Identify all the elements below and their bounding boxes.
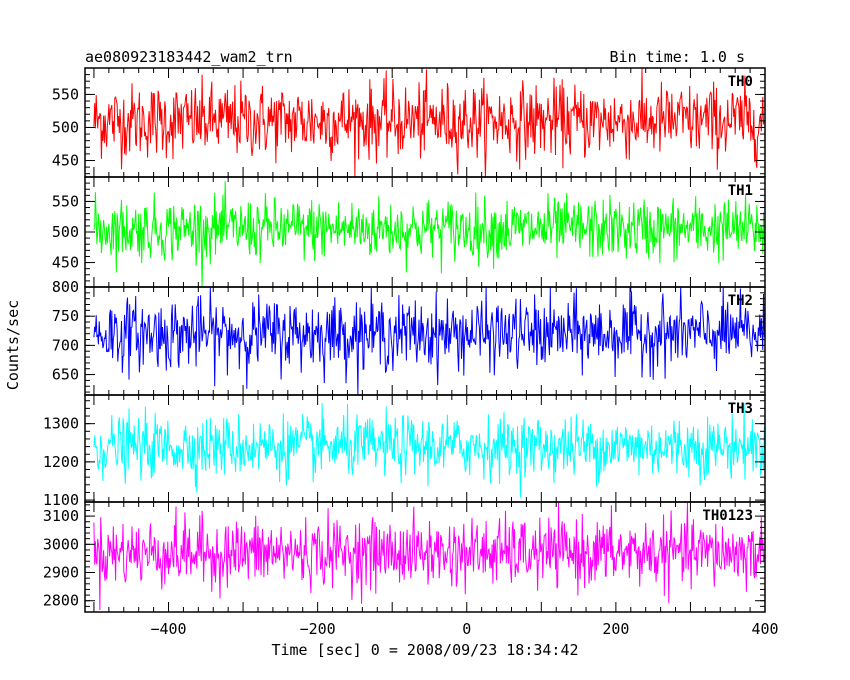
y-tick-label: 3100 bbox=[43, 507, 79, 525]
y-tick-label: 2800 bbox=[43, 592, 79, 610]
chart-title: ae080923183442_wam2_trn bbox=[85, 48, 293, 66]
panel-th0: 450 500 550 TH0 bbox=[52, 67, 766, 178]
panel-label-th3: TH3 bbox=[728, 401, 753, 417]
y-tick-label: 450 bbox=[52, 151, 79, 169]
y-tick-label: 500 bbox=[52, 223, 79, 241]
y-tick-label: 1200 bbox=[43, 453, 79, 471]
y-tick-label: 450 bbox=[52, 254, 79, 272]
y-tick-label: 500 bbox=[52, 118, 79, 136]
series-th2 bbox=[93, 287, 765, 395]
x-tick-label: 0 bbox=[462, 620, 471, 638]
y-tick-label: 750 bbox=[52, 307, 79, 325]
series-th3 bbox=[93, 402, 765, 498]
panel-label-th0: TH0 bbox=[728, 74, 753, 90]
x-axis-title: Time [sec] 0 = 2008/09/23 18:34:42 bbox=[271, 641, 578, 659]
panel-th3: 1100 1200 1300 TH3 bbox=[43, 394, 766, 509]
panel-label-th0123: TH0123 bbox=[702, 508, 753, 524]
y-tick-label: 1300 bbox=[43, 415, 79, 433]
panel-label-th2: TH2 bbox=[728, 293, 753, 309]
x-tick-label: 400 bbox=[751, 620, 778, 638]
x-tick-label: −400 bbox=[150, 620, 186, 638]
panel-frame bbox=[84, 501, 766, 613]
y-tick-label: 550 bbox=[52, 192, 79, 210]
panel-th2: 650 700 750 800 TH2 bbox=[52, 278, 766, 396]
bin-time-label: Bin time: 1.0 s bbox=[610, 48, 745, 66]
y-tick-label: 1100 bbox=[43, 491, 79, 509]
y-tick-label: 2900 bbox=[43, 564, 79, 582]
panel-label-th1: TH1 bbox=[728, 183, 753, 199]
y-tick-label: 650 bbox=[52, 366, 79, 384]
x-tick-label: 200 bbox=[602, 620, 629, 638]
y-tick-label: 800 bbox=[52, 278, 79, 296]
panel-th1: 450 500 550 TH1 bbox=[52, 176, 766, 288]
y-tick-label: 3000 bbox=[43, 535, 79, 553]
y-tick-label: 550 bbox=[52, 85, 79, 103]
panel-th0123: 2800 2900 3000 3100 TH0123 bbox=[43, 501, 766, 613]
series-th0123 bbox=[93, 502, 765, 611]
series-th1 bbox=[93, 180, 765, 287]
series-th0 bbox=[93, 68, 765, 177]
x-tick-label: −200 bbox=[300, 620, 336, 638]
y-tick-label: 700 bbox=[52, 336, 79, 354]
panels-group: 450 500 550 TH0 450 500 550 TH1 650 700 750 800 TH2 1… bbox=[43, 67, 779, 638]
y-axis-title: Counts/sec bbox=[4, 300, 22, 390]
